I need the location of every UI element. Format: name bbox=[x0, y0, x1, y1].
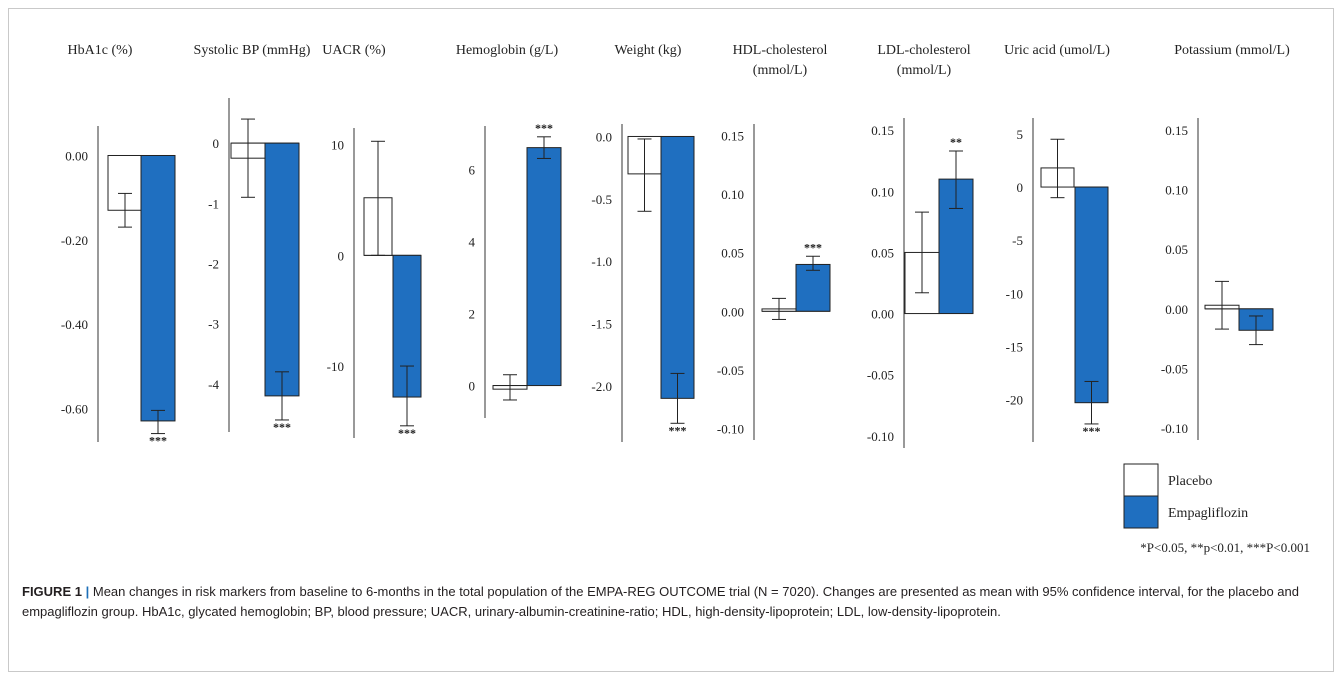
panel-5-tick-label: -2.0 bbox=[591, 379, 612, 394]
panel-2-tick-label: -2 bbox=[208, 256, 219, 271]
panel-6-title-line2: (mmol/L) bbox=[753, 63, 808, 78]
panel-4-tick-label: 2 bbox=[469, 306, 476, 321]
panel-1-tick-label: -0.40 bbox=[61, 317, 88, 332]
panel-6-tick-label: 0.05 bbox=[721, 246, 744, 261]
panel-4-tick-label: 4 bbox=[469, 234, 476, 249]
panel-7-tick-label: 0.05 bbox=[871, 245, 894, 260]
panel-2-tick-label: -4 bbox=[208, 377, 219, 392]
legend-swatch-placebo bbox=[1123, 463, 1159, 497]
panel-7-tick-label: 0.10 bbox=[871, 184, 894, 199]
legend-label-empagliflozin: Empagliflozin bbox=[1168, 506, 1248, 521]
panel-5-tick-label: -1.5 bbox=[591, 317, 612, 332]
panel-6-significance: *** bbox=[804, 240, 822, 254]
legend-label-placebo: Placebo bbox=[1168, 474, 1212, 489]
panel-3-tick-label: 10 bbox=[331, 138, 344, 153]
panel-6-tick-label: 0.00 bbox=[721, 304, 744, 319]
panel-2-significance: *** bbox=[273, 420, 291, 434]
panel-8-tick-label: 5 bbox=[1017, 127, 1024, 142]
panel-1-bar-empagliflozin bbox=[140, 154, 176, 422]
panel-4-title: Hemoglobin (g/L) bbox=[456, 43, 559, 58]
panel-9-tick-label: -0.05 bbox=[1161, 361, 1188, 376]
panel-1-tick-label: -0.20 bbox=[61, 233, 88, 248]
panel-8-tick-label: -5 bbox=[1012, 233, 1023, 248]
panel-5-title: Weight (kg) bbox=[615, 43, 682, 58]
panel-9-tick-label: 0.15 bbox=[1165, 123, 1188, 138]
caption-separator: | bbox=[85, 584, 90, 599]
panel-2-tick-label: 0 bbox=[213, 136, 220, 151]
panel-2-tick-label: -3 bbox=[208, 317, 219, 332]
legend-swatch-empagliflozin bbox=[1123, 495, 1159, 529]
panel-4-tick-label: 6 bbox=[469, 162, 476, 177]
panel-6-bar-empagliflozin bbox=[795, 263, 831, 312]
panel-1-tick-label: 0.00 bbox=[65, 148, 88, 163]
panel-8-tick-label: -10 bbox=[1006, 286, 1023, 301]
panel-9-tick-label: 0.00 bbox=[1165, 302, 1188, 317]
panel-8-tick-label: -15 bbox=[1006, 339, 1023, 354]
panel-9-tick-label: 0.10 bbox=[1165, 183, 1188, 198]
panel-5-tick-label: -0.5 bbox=[591, 192, 612, 207]
panel-6-tick-label: -0.10 bbox=[717, 421, 744, 436]
panel-7-title-line1: LDL-cholesterol bbox=[877, 43, 970, 58]
panel-6-title-line1: HDL-cholesterol bbox=[733, 43, 828, 58]
panel-1-tick-label: -0.60 bbox=[61, 401, 88, 416]
panel-8-bar-empagliflozin bbox=[1074, 186, 1109, 404]
panel-2-title: Systolic BP (mmHg) bbox=[194, 43, 311, 58]
panel-8-tick-label: -20 bbox=[1006, 393, 1023, 408]
panel-4-tick-label: 0 bbox=[469, 379, 476, 394]
panel-2-bar-empagliflozin bbox=[264, 142, 300, 397]
panel-3-significance: *** bbox=[398, 426, 416, 440]
caption-text: Mean changes in risk markers from baseli… bbox=[22, 584, 1299, 619]
panel-7-tick-label: 0.00 bbox=[871, 307, 894, 322]
panel-6-tick-label: 0.10 bbox=[721, 187, 744, 202]
panel-5-bar-empagliflozin bbox=[660, 135, 695, 399]
figure-chart: HbA1c (%)0.00-0.20-0.40-0.60***Systolic … bbox=[61, 43, 1310, 555]
panel-3-title: UACR (%) bbox=[322, 43, 386, 58]
panel-7-tick-label: 0.15 bbox=[871, 123, 894, 138]
panel-3-tick-label: 0 bbox=[338, 248, 345, 263]
caption-lead: FIGURE 1 bbox=[22, 584, 82, 599]
panel-5-tick-label: 0.0 bbox=[596, 129, 612, 144]
panel-6-tick-label: 0.15 bbox=[721, 129, 744, 144]
panel-7-significance: ** bbox=[950, 135, 962, 149]
panel-8-tick-label: 0 bbox=[1017, 180, 1024, 195]
panel-6-tick-label: -0.05 bbox=[717, 363, 744, 378]
panel-7-tick-label: -0.05 bbox=[867, 368, 894, 383]
panel-5-tick-label: -1.0 bbox=[591, 254, 612, 269]
panel-7-tick-label: -0.10 bbox=[867, 429, 894, 444]
panel-4-bar-empagliflozin bbox=[526, 147, 562, 387]
panel-8-title: Uric acid (umol/L) bbox=[1004, 43, 1110, 58]
panel-1-significance: *** bbox=[149, 434, 167, 448]
panel-8-significance: *** bbox=[1083, 424, 1101, 438]
figure-caption: FIGURE 1 | Mean changes in risk markers … bbox=[22, 582, 1322, 622]
panel-5-significance: *** bbox=[669, 423, 687, 437]
panel-1-title: HbA1c (%) bbox=[68, 43, 133, 58]
panel-7-title-line2: (mmol/L) bbox=[897, 63, 952, 78]
panel-2-tick-label: -1 bbox=[208, 196, 219, 211]
panel-4-significance: *** bbox=[535, 121, 553, 135]
panel-9-tick-label: 0.05 bbox=[1165, 242, 1188, 257]
panel-9-title: Potassium (mmol/L) bbox=[1174, 43, 1290, 58]
panel-9-tick-label: -0.10 bbox=[1161, 421, 1188, 436]
significance-note: *P<0.05, **p<0.01, ***P<0.001 bbox=[1140, 540, 1310, 555]
panel-3-tick-label: -10 bbox=[327, 359, 344, 374]
